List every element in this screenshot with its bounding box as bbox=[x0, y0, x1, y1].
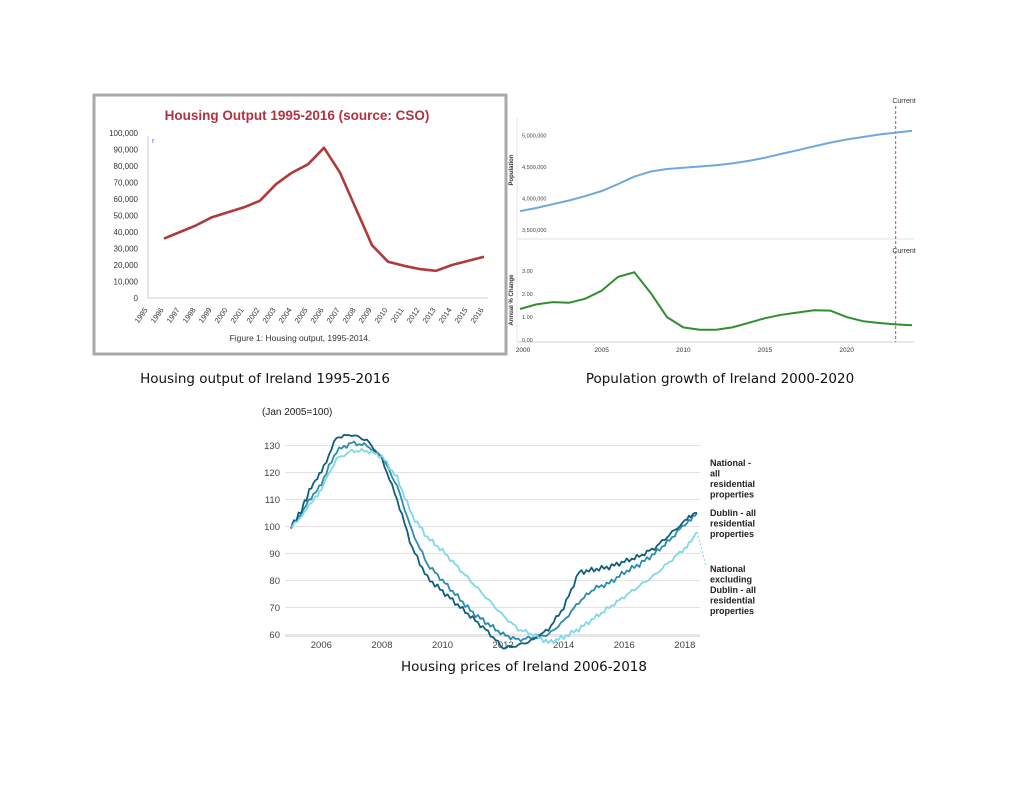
housing-output-y-tick: 100,000 bbox=[109, 129, 138, 138]
population-y-tick: 4,500,000 bbox=[522, 165, 546, 171]
population-x-tick: 2010 bbox=[676, 347, 691, 354]
housing-prices-legend-text: Dublin - all bbox=[710, 508, 756, 518]
annual-change-line bbox=[519, 271, 913, 331]
housing-prices-legend-text: residential bbox=[710, 479, 755, 489]
housing-prices-y-tick: 130 bbox=[264, 441, 280, 452]
housing-output-y-tick: 90,000 bbox=[114, 146, 139, 155]
housing-prices-y-label: (Jan 2005=100) bbox=[262, 407, 332, 418]
housing-prices-legend-text: properties bbox=[710, 490, 754, 500]
housing-prices-x-tick: 2012 bbox=[493, 640, 514, 651]
housing-output-y-tick: 40,000 bbox=[114, 228, 139, 237]
housing-prices-caption: Housing prices of Ireland 2006-2018 bbox=[401, 659, 647, 675]
current-marker-label-bottom: Current bbox=[892, 248, 915, 255]
annual-change-y-label: Annual % Change bbox=[509, 274, 515, 326]
housing-prices-legend-text: all bbox=[710, 469, 720, 479]
housing-prices-x-tick: 2006 bbox=[311, 640, 332, 651]
housing-output-y-tick: 70,000 bbox=[114, 179, 139, 188]
housing-output-line bbox=[163, 146, 485, 273]
population-x-tick: 2015 bbox=[758, 347, 773, 354]
population-y-label: Population bbox=[509, 154, 515, 185]
housing-prices-legend-text: National bbox=[710, 564, 746, 574]
housing-prices-y-tick: 80 bbox=[269, 576, 280, 587]
population-x-tick: 2020 bbox=[839, 347, 854, 354]
housing-prices-series-line bbox=[290, 433, 698, 650]
housing-output-y-tick: 60,000 bbox=[114, 195, 139, 204]
housing-prices-x-tick: 2008 bbox=[371, 640, 392, 651]
housing-prices-y-tick: 60 bbox=[269, 630, 280, 641]
housing-output-y-tick: 50,000 bbox=[114, 212, 139, 221]
population-chart: Current Current Population Annual % Chan… bbox=[509, 98, 916, 354]
housing-prices-series-line bbox=[290, 440, 698, 643]
housing-prices-x-tick: 2018 bbox=[674, 640, 695, 651]
housing-prices-legend-text: National - bbox=[710, 458, 751, 468]
population-caption: Population growth of Ireland 2000-2020 bbox=[586, 371, 854, 387]
housing-prices-legend-leader bbox=[696, 531, 707, 567]
population-y-tick: 4,000,000 bbox=[522, 197, 546, 203]
housing-prices-legend-text: properties bbox=[710, 606, 754, 616]
housing-prices-y-tick: 70 bbox=[269, 603, 280, 614]
annual-change-y-tick: 2.00 bbox=[522, 292, 533, 298]
housing-prices-legend-text: Dublin - all bbox=[710, 585, 756, 595]
housing-prices-y-tick: 90 bbox=[269, 549, 280, 560]
population-y-tick: 5,000,000 bbox=[522, 134, 546, 140]
housing-output-y-tick: 0 bbox=[134, 294, 139, 303]
population-line bbox=[519, 129, 913, 213]
housing-output-y-tick: 30,000 bbox=[114, 245, 139, 254]
housing-output-legend-marker: r bbox=[152, 138, 155, 145]
housing-prices-legend-text: properties bbox=[710, 529, 754, 539]
housing-prices-y-tick: 110 bbox=[265, 495, 280, 506]
annual-change-y-tick: 3.00 bbox=[522, 269, 533, 275]
housing-prices-chart: (Jan 2005=100) 60 70 80 90 100 110 120 130 2006 2… bbox=[262, 407, 756, 651]
population-x-tick: 2000 bbox=[516, 347, 531, 354]
housing-output-y-tick: 80,000 bbox=[114, 162, 139, 171]
housing-prices-legend-text: residential bbox=[710, 596, 755, 606]
housing-output-frame bbox=[92, 93, 508, 356]
housing-output-title: Housing Output 1995-2016 (source: CSO) bbox=[165, 108, 430, 123]
housing-output-caption: Housing output of Ireland 1995-2016 bbox=[140, 371, 390, 387]
housing-prices-y-tick: 120 bbox=[264, 468, 280, 479]
housing-prices-x-tick: 2014 bbox=[553, 640, 574, 651]
housing-output-footnote: Figure 1: Housing output, 1995-2014. bbox=[230, 333, 371, 343]
housing-output-y-tick: 10,000 bbox=[114, 278, 139, 287]
annual-change-y-tick: 1.00 bbox=[522, 315, 533, 321]
housing-prices-x-tick: 2016 bbox=[614, 640, 635, 651]
housing-prices-series-line bbox=[290, 448, 698, 645]
housing-output-y-tick: 20,000 bbox=[114, 261, 139, 270]
population-x-tick: 2005 bbox=[594, 347, 609, 354]
annual-change-y-tick: 0.00 bbox=[522, 338, 533, 344]
population-y-tick: 3,500,000 bbox=[522, 228, 546, 234]
housing-output-chart: Housing Output 1995-2016 (source: CSO) r… bbox=[92, 93, 508, 356]
housing-prices-y-tick: 100 bbox=[264, 522, 280, 533]
housing-prices-legend-text: excluding bbox=[710, 575, 752, 585]
housing-prices-x-tick: 2010 bbox=[432, 640, 453, 651]
current-marker-label-top: Current bbox=[892, 98, 915, 105]
housing-prices-legend-text: residential bbox=[710, 519, 755, 529]
